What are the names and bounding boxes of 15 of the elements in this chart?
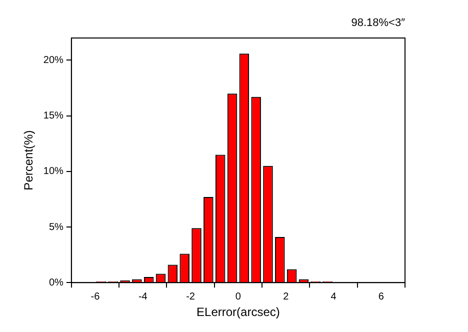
y-tick-label: 10% [43,166,64,178]
x-tick-label: -2 [186,291,196,302]
y-axis-title: Percent(%) [22,130,36,190]
x-tick-label: 4 [330,291,337,302]
x-tick-label: 6 [378,291,384,302]
y-tick-label: 20% [43,54,64,66]
x-tick-label: -6 [90,291,100,302]
y-tick-label: 0% [48,277,64,288]
x-tick-label: -4 [138,291,148,302]
y-tick-label: 5% [48,222,64,233]
y-tick-label: 15% [43,110,64,122]
x-tick-label: 2 [283,291,290,302]
text: 98.18%<3″ [351,17,406,29]
x-axis-title: ELerror(arcsec) [196,305,280,320]
x-tick-label: 0 [235,291,242,302]
